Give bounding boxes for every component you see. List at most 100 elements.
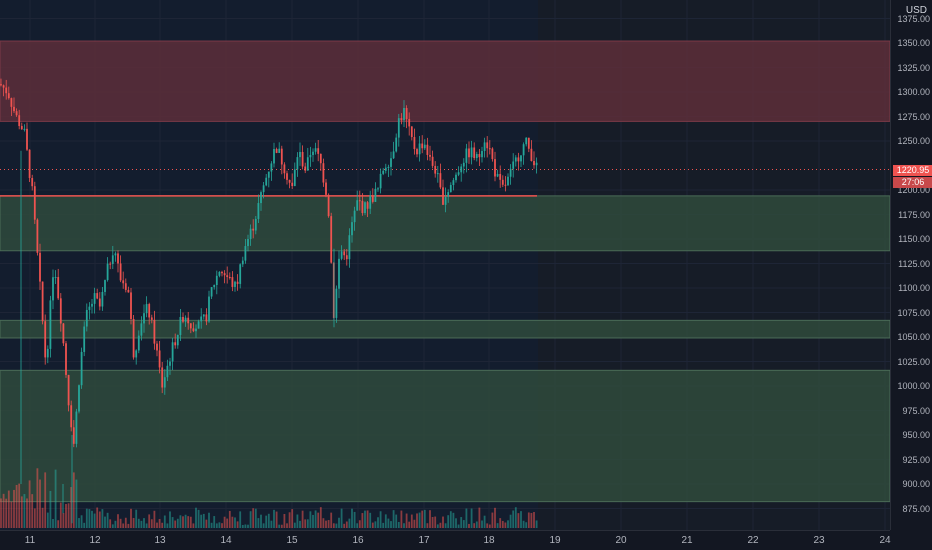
support-zone (0, 195, 890, 252)
volume-bar (91, 510, 93, 528)
volume-bar (252, 508, 255, 528)
time-axis[interactable]: 11 12 13 14 15 16 17 18 19 20 21 22 23 24 (0, 530, 891, 550)
volume-bar (348, 518, 351, 528)
volume-bar (153, 510, 156, 528)
volume-bar (65, 503, 67, 528)
candle-body (507, 176, 509, 186)
volume-bar (288, 512, 291, 528)
candle-body (457, 172, 460, 175)
candle-body (44, 321, 47, 358)
volume-bar (54, 469, 57, 528)
volume-bar (304, 519, 307, 528)
candle-body (535, 162, 538, 166)
volume-bar (325, 520, 327, 528)
volume-bar (0, 498, 2, 528)
price-tick: 1100.00 (898, 283, 930, 293)
volume-bar (525, 522, 528, 528)
candle-body (525, 137, 528, 145)
volume-bar (236, 521, 239, 528)
candle-body (501, 179, 504, 185)
candle-body (299, 151, 301, 158)
candle-body (504, 184, 507, 186)
candle-body (70, 405, 73, 428)
volume-bar (442, 516, 444, 528)
candle-body (41, 281, 44, 322)
volume-bar (478, 507, 481, 528)
candle-body (179, 316, 182, 336)
volume-bar (104, 516, 106, 528)
volume-bar (33, 508, 36, 528)
volume-bar (184, 514, 187, 528)
volume-bar (509, 514, 512, 528)
candle-body (371, 195, 374, 202)
chart-plot-area[interactable] (0, 0, 890, 530)
volume-bar (501, 520, 504, 528)
candles-canvas[interactable] (0, 0, 890, 530)
candle-body (265, 177, 268, 186)
time-tick: 17 (418, 535, 430, 546)
candle-body (20, 126, 23, 130)
volume-bar (353, 511, 356, 528)
candle-body (470, 147, 473, 158)
candle-body (327, 194, 330, 217)
volume-bar (421, 510, 424, 528)
volume-bar (457, 524, 460, 528)
last-price-tag: 1220.95 (893, 165, 932, 176)
volume-bar (444, 523, 447, 528)
candle-body (413, 137, 416, 150)
price-tick: 875.00 (902, 503, 930, 514)
volume-bar (223, 516, 226, 528)
candle-body (280, 148, 283, 165)
volume-bar (171, 517, 174, 528)
candle-body (304, 166, 307, 171)
time-tick: 21 (681, 535, 693, 546)
volume-bar (418, 512, 421, 528)
volume-bar (270, 520, 273, 528)
volume-bar (377, 517, 379, 528)
volume-bar (468, 523, 470, 528)
volume-bar (491, 512, 494, 528)
volume-bar (210, 522, 213, 528)
candle-body (468, 148, 470, 158)
volume-bar (231, 516, 234, 528)
volume-bar (161, 522, 164, 528)
candle-body (166, 365, 169, 378)
candle-body (418, 143, 421, 155)
volume-bar (371, 522, 374, 528)
volume-bar (426, 523, 429, 528)
volume-bar (143, 518, 145, 528)
candle-body (252, 228, 255, 231)
candle-body (527, 137, 530, 149)
volume-bar (314, 510, 317, 528)
candle-body (249, 228, 252, 240)
candle-body (101, 291, 104, 307)
volume-bar (522, 520, 525, 528)
candle-body (403, 107, 405, 121)
candle-body (314, 148, 317, 152)
candle-body (5, 87, 8, 94)
time-tick: 16 (352, 535, 364, 546)
candle-body (57, 277, 60, 299)
volume-bar (83, 522, 86, 528)
volume-bar (395, 514, 398, 528)
candle-body (208, 296, 210, 322)
volume-bar (67, 503, 70, 528)
candle-body (488, 148, 491, 150)
candle-body (481, 151, 483, 158)
volume-bar (176, 518, 179, 528)
volume-bar (254, 508, 257, 528)
candle-body (455, 174, 457, 181)
volume-bar (140, 520, 143, 528)
volume-bar (382, 522, 385, 528)
volume-bar (228, 510, 231, 528)
volume-bar (166, 523, 169, 528)
price-axis[interactable]: USD 1375.00 1350.00 1325.00 1300.00 1275.00 1… (890, 0, 932, 530)
volume-bar (366, 510, 369, 528)
volume-bar (135, 509, 138, 528)
candle-body (340, 251, 343, 259)
volume-bar (273, 509, 275, 528)
volume-bar (5, 498, 8, 528)
volume-bar (423, 509, 426, 528)
candle-body (436, 173, 439, 175)
